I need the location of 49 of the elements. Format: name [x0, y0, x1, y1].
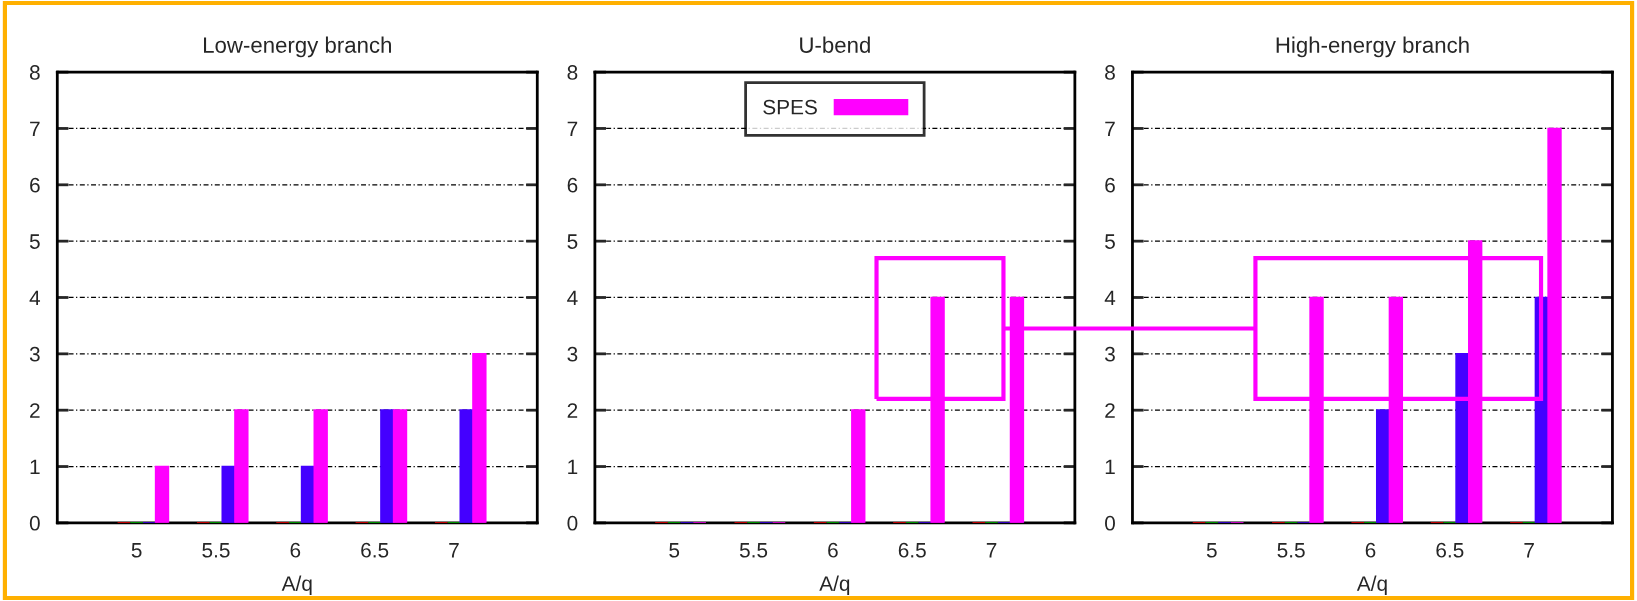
- y-tick-label: 6: [30, 177, 40, 193]
- y-tick-label: 4: [1104, 290, 1116, 306]
- y-tick-label: 7: [567, 121, 578, 137]
- x-tick-label: 7: [1524, 543, 1534, 558]
- y-tick-label: 2: [1105, 403, 1115, 418]
- x-tick-label: 6.5: [898, 542, 926, 558]
- x-tick-label: 6: [828, 542, 838, 558]
- y-tick-label: 1: [1105, 459, 1115, 475]
- y-tick-label: 8: [567, 65, 578, 80]
- y-tick-label: 3: [1105, 346, 1115, 362]
- y-tick-label: 7: [1105, 121, 1115, 137]
- x-axis-title: A/q: [819, 575, 850, 596]
- x-tick-label: 6: [1365, 542, 1376, 558]
- y-tick-label: 5: [29, 234, 40, 249]
- y-tick-label: 8: [29, 65, 40, 80]
- x-axis-title: A/q: [281, 575, 312, 596]
- y-tick-label: 7: [30, 121, 40, 137]
- y-tick-label: 3: [29, 346, 40, 362]
- y-tick-label: 4: [29, 290, 41, 306]
- x-tick-label: 6.5: [1436, 542, 1464, 558]
- y-tick-label: 1: [568, 459, 578, 475]
- x-tick-label: 5: [669, 543, 680, 558]
- y-tick-label: 4: [567, 290, 578, 306]
- chart-title: Low-energy branch: [204, 36, 391, 58]
- x-tick-label: 5: [131, 543, 142, 558]
- x-tick-label: 6: [290, 542, 301, 558]
- x-tick-label: 5.5: [739, 543, 768, 558]
- y-tick-label: 0: [29, 515, 40, 531]
- x-tick-label: 6.5: [361, 542, 389, 558]
- y-tick-label: 2: [567, 403, 578, 418]
- chart-title: High-energy branch: [1276, 36, 1469, 58]
- y-tick-label: 3: [567, 346, 578, 362]
- y-tick-label: 5: [1105, 234, 1115, 249]
- x-tick-label: 5: [1206, 543, 1217, 558]
- y-tick-label: 2: [30, 403, 40, 418]
- x-tick-label: 5.5: [1277, 543, 1305, 558]
- y-tick-label: 0: [1105, 515, 1115, 531]
- y-tick-label: 8: [1105, 65, 1115, 80]
- x-tick-label: 5.5: [202, 543, 230, 558]
- x-axis-title: A/q: [1356, 575, 1387, 596]
- y-tick-label: 6: [1105, 177, 1115, 193]
- chart-title: U-bend: [800, 36, 870, 53]
- y-tick-label: 5: [567, 234, 578, 249]
- y-tick-label: 0: [567, 515, 578, 531]
- y-tick-label: 6: [567, 177, 578, 193]
- legend-label: SPES: [763, 99, 817, 115]
- y-tick-label: 1: [30, 459, 40, 475]
- x-tick-label: 7: [449, 543, 459, 558]
- x-tick-label: 7: [986, 543, 997, 558]
